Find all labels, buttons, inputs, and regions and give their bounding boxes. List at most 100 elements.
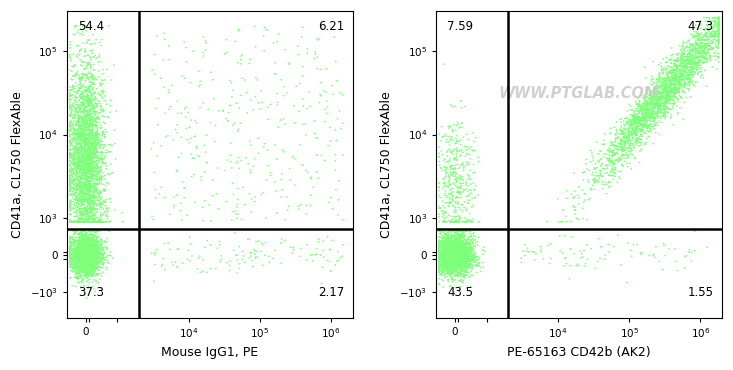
Point: [671, 88, 683, 94]
Point: [438, 244, 449, 250]
Point: [674, 89, 685, 95]
Point: [93, 258, 105, 264]
Point: [69, 127, 81, 133]
Point: [454, 240, 466, 246]
Point: [75, 265, 86, 270]
Point: [675, 64, 687, 70]
Point: [627, 118, 639, 124]
Point: [601, 162, 613, 168]
Point: [696, 35, 707, 41]
Point: [712, 59, 724, 65]
Point: [97, 89, 108, 95]
Point: [78, 255, 90, 261]
Point: [96, 113, 108, 119]
Point: [637, 106, 649, 112]
Point: [70, 115, 81, 121]
Point: [73, 139, 84, 145]
Point: [89, 151, 100, 157]
Point: [448, 255, 460, 261]
Point: [82, 86, 94, 92]
Point: [434, 270, 446, 276]
Point: [96, 262, 108, 268]
Point: [452, 261, 464, 267]
Point: [454, 253, 466, 259]
Point: [74, 238, 86, 243]
Point: [712, 18, 724, 24]
Point: [84, 219, 95, 225]
Point: [84, 219, 96, 225]
Point: [449, 252, 461, 258]
Point: [242, 236, 254, 242]
Point: [454, 191, 465, 197]
Point: [81, 264, 93, 270]
Point: [78, 245, 90, 251]
Point: [68, 239, 80, 245]
Point: [446, 247, 457, 253]
Point: [93, 74, 105, 80]
Point: [670, 86, 682, 92]
Point: [70, 261, 81, 267]
Point: [652, 100, 664, 106]
Point: [611, 131, 623, 137]
Point: [78, 263, 90, 269]
Point: [630, 126, 641, 132]
Point: [461, 181, 473, 186]
Point: [71, 275, 83, 281]
Point: [655, 97, 667, 102]
Point: [68, 162, 80, 168]
Point: [79, 255, 91, 261]
Point: [705, 21, 717, 27]
Point: [682, 60, 693, 65]
Point: [453, 216, 465, 222]
Point: [92, 165, 104, 171]
Point: [434, 267, 446, 273]
Point: [67, 131, 78, 137]
Point: [449, 243, 461, 249]
Point: [596, 181, 608, 187]
Point: [93, 160, 105, 166]
Point: [454, 215, 466, 221]
Point: [707, 32, 719, 38]
Point: [91, 130, 103, 136]
Point: [70, 238, 81, 244]
Point: [453, 259, 465, 265]
Point: [712, 31, 724, 37]
Point: [71, 147, 83, 153]
Point: [660, 93, 671, 99]
Point: [602, 163, 614, 169]
Point: [75, 140, 86, 146]
Point: [622, 148, 633, 154]
Point: [455, 244, 467, 250]
Point: [73, 258, 84, 264]
Point: [82, 208, 94, 214]
Point: [444, 242, 456, 248]
Point: [630, 137, 642, 143]
Point: [711, 22, 723, 28]
Point: [76, 117, 88, 123]
Point: [78, 248, 89, 254]
Point: [64, 162, 75, 168]
Point: [444, 175, 456, 181]
Point: [80, 255, 92, 261]
Point: [74, 219, 86, 225]
Point: [446, 255, 458, 261]
Point: [92, 244, 104, 250]
Point: [85, 261, 97, 267]
Point: [246, 196, 257, 202]
Point: [671, 62, 682, 68]
Point: [81, 214, 93, 220]
Point: [77, 238, 89, 244]
Point: [446, 252, 458, 258]
Point: [90, 187, 102, 193]
Point: [625, 119, 636, 125]
Point: [464, 217, 476, 223]
Point: [64, 176, 75, 182]
Point: [84, 246, 96, 252]
Point: [69, 256, 81, 262]
Point: [73, 231, 84, 237]
Point: [80, 170, 92, 176]
Point: [82, 186, 94, 192]
Point: [86, 75, 97, 81]
Point: [92, 202, 104, 208]
Point: [455, 252, 467, 258]
